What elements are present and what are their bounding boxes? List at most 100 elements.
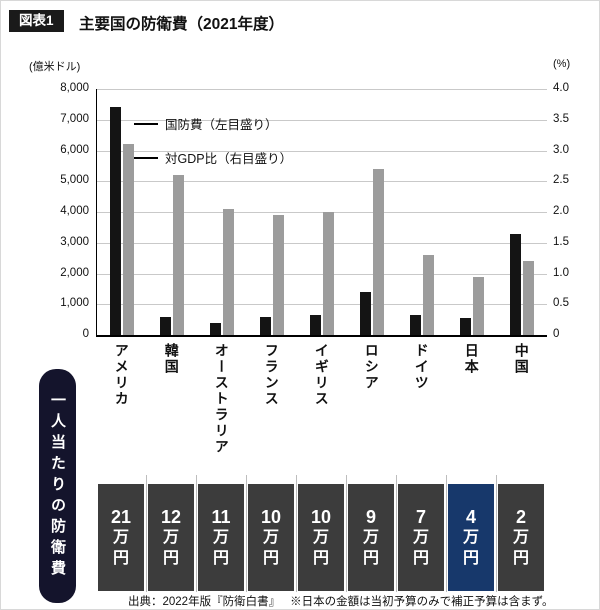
per-capita-amount: 9 <box>365 506 376 527</box>
per-capita-box: 12 万円 <box>148 484 194 591</box>
per-capita-unit-char: 万 <box>262 528 279 546</box>
note-text: ※日本の金額は当初予算のみで補正予算は含まず。 <box>290 596 554 608</box>
gdp-ratio-bar <box>423 255 434 335</box>
per-capita-unit-char: 円 <box>362 549 379 567</box>
legend-leader-line <box>134 122 158 125</box>
gridline <box>97 273 547 275</box>
gdp-ratio-bar <box>323 212 334 335</box>
right-axis-tick: 1.5 <box>553 235 569 248</box>
left-axis-ticks: 8,000 7,000 6,000 5,000 4,000 3,000 2,000 1,000… <box>17 82 89 349</box>
per-capita-unit-char: 万 <box>462 528 479 546</box>
gdp-ratio-bar <box>223 208 234 335</box>
gridline <box>97 150 547 152</box>
column-separator <box>395 475 397 592</box>
bar-group <box>397 89 447 335</box>
category-label: ドイツ <box>413 343 430 391</box>
category-label: イギリス <box>313 343 330 407</box>
defense-spending-bar <box>310 315 321 335</box>
page-title: 主要国の防衛費（2021年度） <box>79 16 284 33</box>
per-capita-amount: 11 <box>211 506 231 527</box>
defense-spending-bar <box>210 322 221 335</box>
left-axis-unit-label: (億米ドル) <box>29 61 81 73</box>
right-axis-tick: 0 <box>553 328 560 340</box>
gridline <box>97 89 547 90</box>
per-capita-amount: 21 <box>110 506 132 527</box>
per-capita-unit-char: 円 <box>462 549 479 567</box>
per-capita-unit-char: 円 <box>412 549 429 567</box>
bar-group <box>297 89 347 335</box>
per-capita-unit-char: 万 <box>512 528 529 546</box>
column-separator <box>245 475 247 592</box>
right-axis-tick: 3.5 <box>553 112 569 125</box>
per-capita-unit-char: 万 <box>162 528 179 546</box>
category-label: アメリカ <box>113 343 130 407</box>
defense-spending-bar <box>260 316 271 335</box>
per-capita-amount: 12 <box>160 506 182 527</box>
category-cell: ロシア <box>346 343 396 479</box>
column-separator <box>295 475 297 592</box>
bar-groups <box>97 89 547 335</box>
gridline <box>97 181 547 183</box>
per-capita-box: 11 万円 <box>198 484 244 591</box>
left-axis-tick: 7,000 <box>60 112 89 125</box>
per-capita-unit-char: 円 <box>112 549 129 567</box>
per-capita-unit-char: 円 <box>212 549 229 567</box>
per-capita-unit-char: 円 <box>312 549 329 567</box>
legend-leader-line <box>134 156 158 159</box>
column-separator <box>445 475 447 592</box>
per-capita-unit-char: 万 <box>412 528 429 546</box>
right-axis-ticks: 4.0 3.5 3.0 2.5 2.0 1.5 1.0 0.5 0 <box>553 82 593 349</box>
bar-group <box>97 89 147 335</box>
right-axis-tick: 2.5 <box>553 174 569 187</box>
per-capita-amount: 10 <box>260 506 282 527</box>
left-axis-tick: 5,000 <box>60 174 89 187</box>
category-cell: フランス <box>246 343 296 479</box>
gdp-ratio-bar <box>173 175 184 335</box>
per-capita-amount: 2 <box>515 506 526 527</box>
bar-group <box>347 89 397 335</box>
per-capita-unit-char: 円 <box>512 549 529 567</box>
column-separator <box>495 475 497 592</box>
category-label: 日本 <box>463 343 480 375</box>
per-capita-box: 21 万円 <box>98 484 144 591</box>
plot-area <box>96 89 547 337</box>
per-capita-box: 10 万円 <box>298 484 344 591</box>
bar-group <box>147 89 197 335</box>
defense-spending-bar <box>510 234 521 335</box>
footnote: 出典：2022年版『防衛白書』 ※日本の金額は当初予算のみで補正予算は含まず。 <box>128 593 553 609</box>
category-cell: ドイツ <box>396 343 446 479</box>
right-axis-tick: 2.0 <box>553 205 569 217</box>
legend-label-defense-spending: 国防費（左目盛り） <box>165 118 278 132</box>
category-label: ロシア <box>363 343 380 391</box>
per-capita-amount: 7 <box>415 506 426 527</box>
category-label: オーストラリア <box>213 343 230 455</box>
column-separator <box>145 475 147 592</box>
bar-group <box>197 89 247 335</box>
gdp-ratio-bar <box>373 168 384 335</box>
right-axis-tick: 1.0 <box>553 266 569 279</box>
per-capita-boxes: 21 万円 12 万円 11 万円 10 万円 10 万円 9 万円 7 万円 4 万円 2 万円 <box>96 484 546 591</box>
gridline <box>97 212 547 213</box>
defense-spending-bar <box>160 316 171 335</box>
left-axis-tick: 4,000 <box>60 205 89 217</box>
gdp-ratio-bar <box>273 215 284 335</box>
category-cell: 日本 <box>446 343 496 479</box>
per-capita-box: 10 万円 <box>248 484 294 591</box>
per-capita-unit-char: 万 <box>312 528 329 546</box>
column-separators <box>96 475 546 592</box>
category-cell: 韓国 <box>146 343 196 479</box>
legend-item-defense-spending: 国防費（左目盛り） <box>134 114 278 133</box>
legend-item-gdp-ratio: 対GDP比（右目盛り） <box>134 148 292 167</box>
category-label: フランス <box>263 343 280 407</box>
left-axis-tick: 1,000 <box>60 297 89 310</box>
per-capita-amount: 4 <box>465 506 476 527</box>
category-cell: 中国 <box>496 343 546 479</box>
category-label: 韓国 <box>163 343 180 375</box>
category-labels: アメリカ 韓国 オーストラリア フランス イギリス ロシア ドイツ 日本 中国 <box>96 343 546 479</box>
left-axis-tick: 2,000 <box>60 266 89 279</box>
bar-group <box>447 89 497 335</box>
category-label: 中国 <box>513 343 530 375</box>
